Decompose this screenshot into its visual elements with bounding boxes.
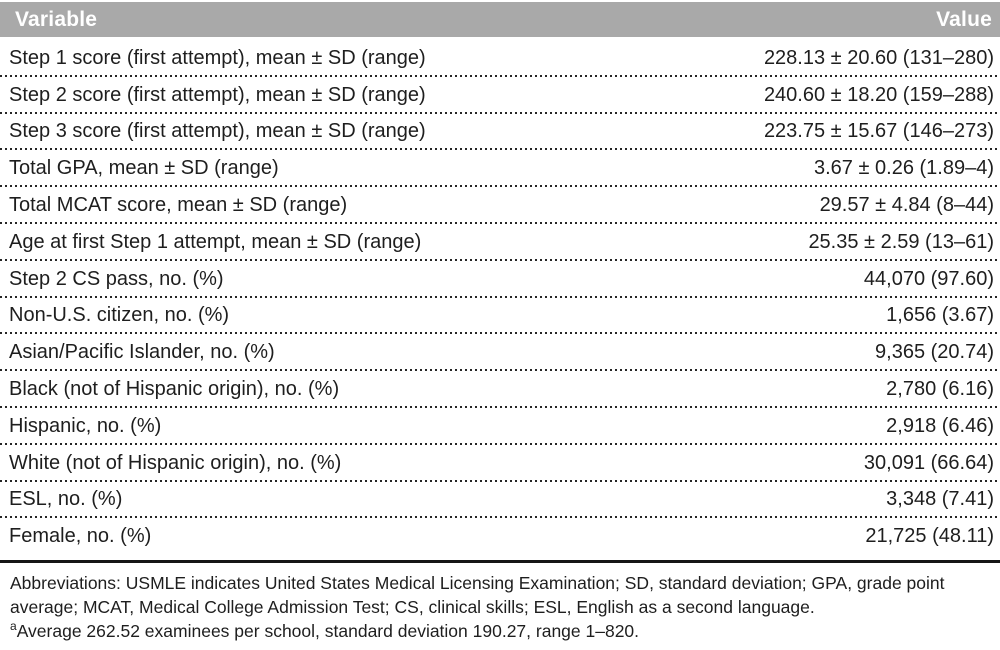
variable-cell: Hispanic, no. (%) <box>9 414 162 437</box>
variable-cell: Step 2 CS pass, no. (%) <box>9 267 224 290</box>
table-row: Step 3 score (first attempt), mean ± SD … <box>0 114 1000 151</box>
value-cell: 2,780 (6.16) <box>886 378 994 401</box>
value-cell: 3,348 (7.41) <box>886 488 994 511</box>
column-header-value: Value <box>936 7 992 31</box>
footnote-note-text: Average 262.52 examinees per school, sta… <box>16 621 640 642</box>
table-row: Step 1 score (first attempt), mean ± SD … <box>0 40 1000 77</box>
table-row: Female, no. (%) 21,725 (48.11) <box>0 518 1000 555</box>
table-row: ESL, no. (%) 3,348 (7.41) <box>0 482 1000 519</box>
variable-cell: White (not of Hispanic origin), no. (%) <box>9 451 342 474</box>
footnote-abbreviations: Abbreviations: USMLE indicates United St… <box>10 573 945 618</box>
variable-cell: Step 3 score (first attempt), mean ± SD … <box>9 120 426 143</box>
table-bottom-rule <box>0 560 1000 564</box>
value-cell: 44,070 (97.60) <box>863 267 994 290</box>
value-cell: 21,725 (48.11) <box>865 525 994 548</box>
value-cell: 25.35 ± 2.59 (13–61) <box>808 230 994 253</box>
variable-cell: Step 2 score (first attempt), mean ± SD … <box>9 83 426 106</box>
value-cell: 240.60 ± 18.20 (159–288) <box>763 83 994 106</box>
variable-cell: Non-U.S. citizen, no. (%) <box>9 304 230 327</box>
value-cell: 223.75 ± 15.67 (146–273) <box>763 120 994 143</box>
table-row: Step 2 CS pass, no. (%) 44,070 (97.60) <box>0 261 1000 298</box>
variable-cell: ESL, no. (%) <box>9 488 123 511</box>
value-cell: 228.13 ± 20.60 (131–280) <box>763 46 994 69</box>
variable-cell: Total GPA, mean ± SD (range) <box>9 157 279 180</box>
table-row: Total GPA, mean ± SD (range) 3.67 ± 0.26… <box>0 150 1000 187</box>
table-row: Total MCAT score, mean ± SD (range) 29.5… <box>0 187 1000 224</box>
column-header-variable: Variable <box>15 7 98 31</box>
footnote-marker: a <box>10 619 17 634</box>
data-table-body: Step 1 score (first attempt), mean ± SD … <box>0 40 1000 555</box>
value-cell: 29.57 ± 4.84 (8–44) <box>819 194 994 217</box>
variable-cell: Asian/Pacific Islander, no. (%) <box>9 341 275 364</box>
value-cell: 1,656 (3.67) <box>886 304 994 327</box>
variable-cell: Black (not of Hispanic origin), no. (%) <box>9 378 340 401</box>
table-footnotes: Abbreviations: USMLE indicates United St… <box>0 563 1000 643</box>
value-cell: 2,918 (6.46) <box>886 414 994 437</box>
table-header-row: Variable Value <box>0 2 1000 37</box>
value-cell: 30,091 (66.64) <box>863 451 994 474</box>
table-row: Asian/Pacific Islander, no. (%) 9,365 (2… <box>0 334 1000 371</box>
table-row: Non-U.S. citizen, no. (%) 1,656 (3.67) <box>0 298 1000 335</box>
table-row: Age at first Step 1 attempt, mean ± SD (… <box>0 224 1000 261</box>
table-row: Hispanic, no. (%) 2,918 (6.46) <box>0 408 1000 445</box>
variable-cell: Step 1 score (first attempt), mean ± SD … <box>9 46 426 69</box>
variable-cell: Age at first Step 1 attempt, mean ± SD (… <box>9 230 422 253</box>
table-row: Step 2 score (first attempt), mean ± SD … <box>0 77 1000 114</box>
footnote-note: aAverage 262.52 examinees per school, st… <box>10 619 992 643</box>
value-cell: 9,365 (20.74) <box>875 341 994 364</box>
table-row: White (not of Hispanic origin), no. (%) … <box>0 445 1000 482</box>
variable-cell: Female, no. (%) <box>9 525 152 548</box>
table-row: Black (not of Hispanic origin), no. (%) … <box>0 371 1000 408</box>
value-cell: 3.67 ± 0.26 (1.89–4) <box>814 157 994 180</box>
variable-cell: Total MCAT score, mean ± SD (range) <box>9 194 348 217</box>
